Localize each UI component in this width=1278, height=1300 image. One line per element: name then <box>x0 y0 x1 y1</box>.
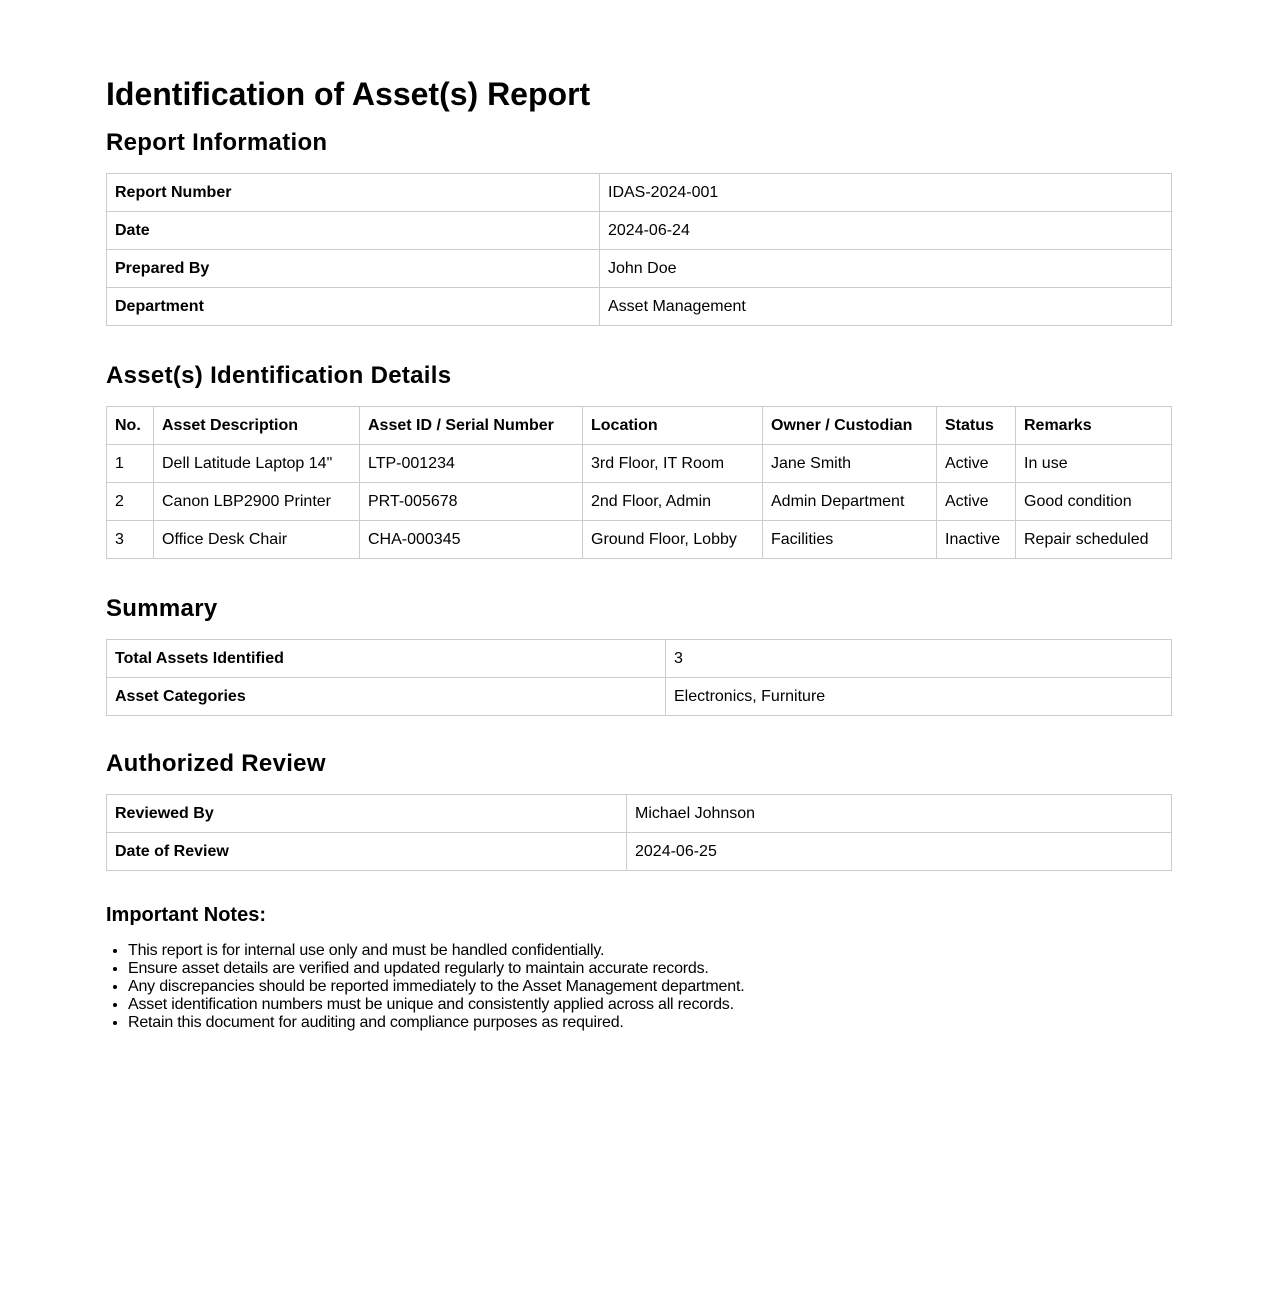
table-row: Prepared By John Doe <box>106 249 1172 288</box>
column-header: Status <box>936 406 1016 445</box>
table-cell: Admin Department <box>762 482 937 521</box>
table-cell: Good condition <box>1015 482 1172 521</box>
note-item: This report is for internal use only and… <box>128 942 744 960</box>
row-label: Asset Categories <box>106 677 666 716</box>
table-row: Report Number IDAS-2024-001 <box>106 173 1172 212</box>
row-label: Prepared By <box>106 249 600 288</box>
column-header: Location <box>582 406 763 445</box>
note-item: Retain this document for auditing and co… <box>128 1014 744 1032</box>
row-value: Asset Management <box>599 287 1172 326</box>
row-value: 2024-06-25 <box>626 832 1172 871</box>
review-table: Reviewed By Michael Johnson Date of Review… <box>106 794 1172 871</box>
table-cell: In use <box>1015 444 1172 483</box>
table-cell: 2 <box>106 482 154 521</box>
note-item: Any discrepancies should be reported imm… <box>128 978 745 996</box>
table-cell: Active <box>936 444 1016 483</box>
summary-table: Total Assets Identified 3 Asset Categories… <box>106 639 1172 716</box>
table-cell: 3 <box>106 520 154 559</box>
table-row: 3 Office Desk Chair CHA-000345 Ground Floor… <box>106 520 1172 559</box>
page-title: Identification of Asset(s) Report <box>106 76 591 112</box>
column-header: No. <box>106 406 154 445</box>
row-label: Report Number <box>106 173 600 212</box>
notes-heading: Important Notes: <box>106 904 266 926</box>
table-row: Reviewed By Michael Johnson <box>106 794 1172 833</box>
table-row: Date of Review 2024-06-25 <box>106 832 1172 871</box>
row-value: Michael Johnson <box>626 794 1172 833</box>
table-cell: Facilities <box>762 520 937 559</box>
table-cell: LTP-001234 <box>359 444 583 483</box>
report-info-table: Report Number IDAS-2024-001 Date 2024-06-24… <box>106 173 1172 326</box>
table-row: Total Assets Identified 3 <box>106 639 1172 678</box>
review-heading: Authorized Review <box>106 750 326 777</box>
row-label: Department <box>106 287 600 326</box>
table-cell: 3rd Floor, IT Room <box>582 444 763 483</box>
row-value: Electronics, Furniture <box>665 677 1172 716</box>
table-cell: 1 <box>106 444 154 483</box>
note-item: Ensure asset details are verified and up… <box>128 960 744 978</box>
table-cell: 2nd Floor, Admin <box>582 482 763 521</box>
note-item: Asset identification numbers must be uni… <box>128 996 744 1014</box>
row-value: John Doe <box>599 249 1172 288</box>
row-label: Date of Review <box>106 832 627 871</box>
report-info-heading: Report Information <box>106 129 328 156</box>
table-cell: CHA-000345 <box>359 520 583 559</box>
column-header: Asset ID / Serial Number <box>359 406 583 445</box>
table-row: Department Asset Management <box>106 287 1172 326</box>
table-cell: PRT-005678 <box>359 482 583 521</box>
summary-heading: Summary <box>106 595 218 622</box>
column-header: Owner / Custodian <box>762 406 937 445</box>
table-row: 2 Canon LBP2900 Printer PRT-005678 2nd Floo… <box>106 482 1172 521</box>
table-cell: Office Desk Chair <box>153 520 360 559</box>
row-label: Total Assets Identified <box>106 639 666 678</box>
table-row: 1 Dell Latitude Laptop 14" LTP-001234 3rd F… <box>106 444 1172 483</box>
assets-table: No. Asset Description Asset ID / Serial Nu… <box>106 406 1172 559</box>
row-label: Date <box>106 211 600 250</box>
column-header: Asset Description <box>153 406 360 445</box>
column-header: Remarks <box>1015 406 1172 445</box>
row-value: IDAS-2024-001 <box>599 173 1172 212</box>
table-cell: Ground Floor, Lobby <box>582 520 763 559</box>
table-cell: Active <box>936 482 1016 521</box>
assets-heading: Asset(s) Identification Details <box>106 362 452 389</box>
table-cell: Inactive <box>936 520 1016 559</box>
table-cell: Repair scheduled <box>1015 520 1172 559</box>
row-value: 3 <box>665 639 1172 678</box>
table-cell: Jane Smith <box>762 444 937 483</box>
row-label: Reviewed By <box>106 794 627 833</box>
table-row: Asset Categories Electronics, Furniture <box>106 677 1172 716</box>
table-header-row: No. Asset Description Asset ID / Serial Nu… <box>106 406 1172 445</box>
table-cell: Dell Latitude Laptop 14" <box>153 444 360 483</box>
table-cell: Canon LBP2900 Printer <box>153 482 360 521</box>
row-value: 2024-06-24 <box>599 211 1172 250</box>
table-row: Date 2024-06-24 <box>106 211 1172 250</box>
notes-list: This report is for internal use only and… <box>106 942 745 1032</box>
